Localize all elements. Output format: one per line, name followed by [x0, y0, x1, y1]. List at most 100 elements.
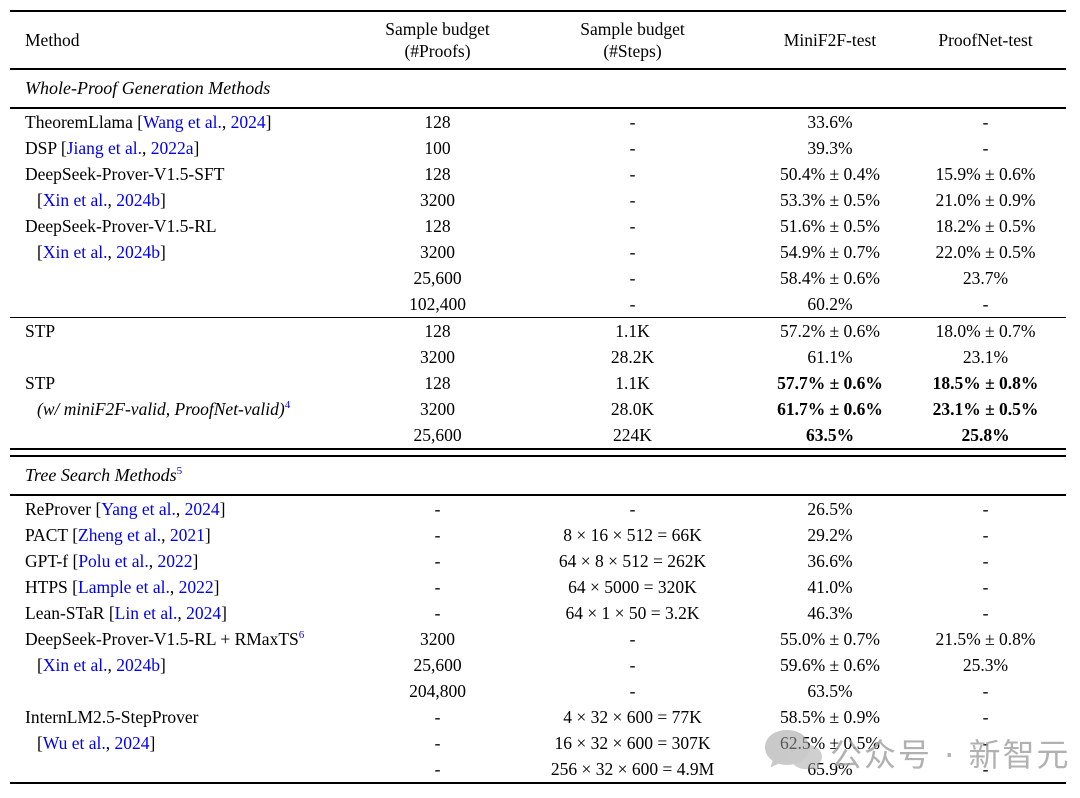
citation-link[interactable]: Wang et al.	[143, 111, 222, 132]
minif2f-cell: 53.3% ± 0.5%	[779, 189, 880, 210]
steps-cell: -	[629, 680, 636, 701]
minif2f-cell: 63.5%	[805, 425, 855, 445]
column-sublabel: (#Steps)	[603, 41, 662, 61]
section-title-tree-search: Tree Search Methods5	[10, 457, 1066, 494]
minif2f-cell: 26.5%	[807, 498, 853, 519]
proofs-cell: 102,400	[409, 293, 466, 314]
proofnet-cell: 18.0% ± 0.7%	[935, 321, 1036, 341]
table-row: 25,600 - 58.4% ± 0.6% 23.7%	[10, 265, 1066, 291]
proofnet-cell: 25.3%	[962, 654, 1009, 675]
method-cell	[10, 678, 365, 704]
section-title-text: Tree Search Methods	[25, 465, 177, 485]
citation-year-link[interactable]: 2024	[186, 602, 222, 623]
method-cell	[10, 422, 365, 448]
table-row: DeepSeek-Prover-V1.5-RL + RMaxTS6 3200 - 55…	[10, 626, 1066, 652]
method-cell: [Xin et al., 2024b]	[37, 241, 166, 262]
citation-link[interactable]: Yang et al.	[101, 498, 176, 519]
method-cell: (w/ miniF2F-valid, ProofNet-valid)4	[37, 399, 291, 419]
proofnet-cell: 18.5% ± 0.8%	[932, 373, 1039, 393]
method-cell	[10, 265, 365, 291]
proofs-cell: 3200	[420, 241, 455, 262]
citation-year-link[interactable]: 2021	[169, 524, 205, 545]
minif2f-cell: 41.0%	[807, 576, 853, 597]
section-rule	[10, 494, 1066, 496]
method-cell: [Wu et al., 2024]	[37, 732, 156, 753]
table-row: (w/ miniF2F-valid, ProofNet-valid)4 3200 2…	[10, 396, 1066, 422]
footnote-link[interactable]: 6	[298, 628, 305, 641]
proofs-cell: -	[434, 498, 441, 519]
proofs-cell: 25,600	[413, 267, 462, 288]
minif2f-cell: 46.3%	[807, 602, 853, 623]
steps-cell: -	[629, 654, 636, 675]
citation-year-link[interactable]: 2022	[157, 550, 193, 571]
method-cell	[10, 756, 365, 782]
citation-link[interactable]: Lample et al.	[78, 576, 170, 597]
method-cell: STP	[25, 321, 56, 341]
citation-year-link[interactable]: 2024b	[116, 189, 160, 210]
table-row: 204,800 - 63.5% -	[10, 678, 1066, 704]
method-cell: STP	[25, 373, 56, 393]
proofnet-cell: 15.9% ± 0.6%	[935, 163, 1036, 184]
column-label: MiniF2F-test	[783, 30, 877, 50]
citation-link[interactable]: Polu et al.	[78, 550, 149, 571]
proofs-cell: 3200	[420, 347, 455, 367]
citation-year-link[interactable]: 2022	[178, 576, 214, 597]
steps-cell: 64 × 5000 = 320K	[568, 576, 697, 597]
column-header-method: Method	[10, 12, 365, 68]
column-label: Sample budget	[580, 19, 685, 39]
steps-cell: -	[629, 267, 636, 288]
proofs-cell: 100	[424, 137, 451, 158]
table-row: - 256 × 32 × 600 = 4.9M 65.9% -	[10, 756, 1066, 782]
citation-year-link[interactable]: 2024	[230, 111, 266, 132]
method-cell: ReProver [Yang et al., 2024]	[25, 498, 226, 519]
steps-cell: -	[629, 137, 636, 158]
citation-year-link[interactable]: 2024	[114, 732, 150, 753]
citation-link[interactable]: Xin et al.	[42, 654, 108, 675]
proofs-cell: -	[434, 524, 441, 545]
method-cell: DeepSeek-Prover-V1.5-RL + RMaxTS6	[25, 628, 305, 649]
citation-year-link[interactable]: 2024b	[116, 654, 160, 675]
steps-cell: 4 × 32 × 600 = 77K	[563, 706, 702, 727]
method-cell: InternLM2.5-StepProver	[25, 706, 199, 727]
citation-link[interactable]: Xin et al.	[42, 241, 108, 262]
steps-cell: 1.1K	[615, 373, 650, 393]
citation-year-link[interactable]: 2022a	[150, 137, 194, 158]
footnote-link[interactable]: 5	[176, 465, 183, 477]
citation-year-link[interactable]: 2024	[184, 498, 220, 519]
proofnet-cell: 21.5% ± 0.8%	[935, 628, 1036, 649]
proofnet-cell: 23.7%	[962, 267, 1009, 288]
minif2f-cell: 61.7% ± 0.6%	[777, 399, 883, 419]
proofs-cell: 128	[424, 321, 451, 341]
method-cell	[10, 344, 365, 370]
section-title-text: Whole-Proof Generation Methods	[25, 78, 271, 98]
section-start-rule	[10, 455, 1066, 457]
table-header-row: Method Sample budget (#Proofs) Sample bu…	[10, 12, 1066, 68]
citation-link[interactable]: Wu et al.	[42, 732, 106, 753]
proofnet-cell: -	[982, 732, 989, 753]
citation-link[interactable]: Xin et al.	[42, 189, 108, 210]
method-cell: DeepSeek-Prover-V1.5-RL	[25, 215, 217, 236]
citation-year-link[interactable]: 2024b	[116, 241, 160, 262]
proofs-cell: 25,600	[413, 425, 462, 445]
minif2f-cell: 51.6% ± 0.5%	[779, 215, 880, 236]
mid-rule	[10, 316, 1066, 318]
column-sublabel: (#Proofs)	[404, 41, 471, 61]
table-row: [Wu et al., 2024] - 16 × 32 × 600 = 307K 62…	[10, 730, 1066, 756]
proofnet-cell: -	[982, 602, 989, 623]
steps-cell: -	[629, 293, 636, 314]
column-label: Method	[25, 30, 80, 50]
table-row: STP 128 1.1K 57.7% ± 0.6% 18.5% ± 0.8%	[10, 370, 1066, 396]
footnote-link[interactable]: 4	[284, 399, 291, 412]
citation-link[interactable]: Jiang et al.	[66, 137, 142, 158]
steps-cell: -	[629, 498, 636, 519]
column-label: ProofNet-test	[938, 30, 1033, 50]
citation-link[interactable]: Zheng et al.	[78, 524, 162, 545]
proofnet-cell: -	[982, 111, 989, 132]
minif2f-cell: 57.2% ± 0.6%	[779, 321, 880, 341]
method-cell: TheoremLlama [Wang et al., 2024]	[25, 111, 272, 132]
minif2f-cell: 63.5%	[807, 680, 853, 701]
citation-link[interactable]: Lin et al.	[114, 602, 178, 623]
table-row: DeepSeek-Prover-V1.5-RL 128 - 51.6% ± 0.5% 1…	[10, 213, 1066, 239]
minif2f-cell: 29.2%	[807, 524, 853, 545]
